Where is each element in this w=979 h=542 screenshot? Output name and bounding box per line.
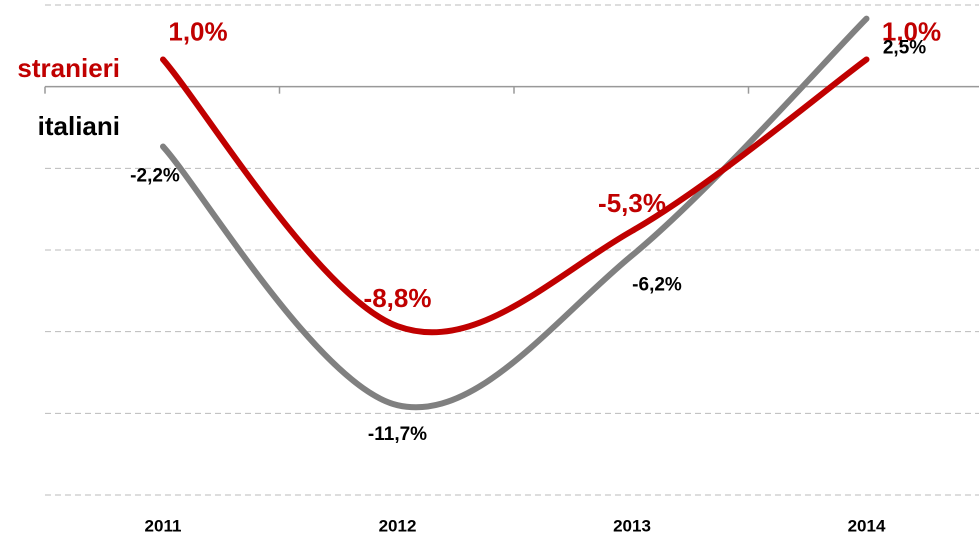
data-label: 1,0% [168,16,227,46]
data-label: -11,7% [368,424,427,445]
legend-label: italiani [38,111,120,141]
x-tick-label: 2012 [379,516,417,535]
line-series [160,15,870,411]
legend-label: stranieri [17,53,120,83]
x-tick-label: 2013 [613,516,651,535]
x-tick-label: 2014 [848,516,886,535]
line-series [160,56,870,336]
data-label: -8,8% [364,283,432,313]
data-label: -5,3% [598,188,666,218]
data-label: 1,0% [882,16,941,46]
data-label: -6,2% [632,274,682,295]
x-tick-label: 2011 [145,516,182,535]
data-label: 2,5% [883,38,926,59]
data-label: -2,2% [130,166,180,187]
